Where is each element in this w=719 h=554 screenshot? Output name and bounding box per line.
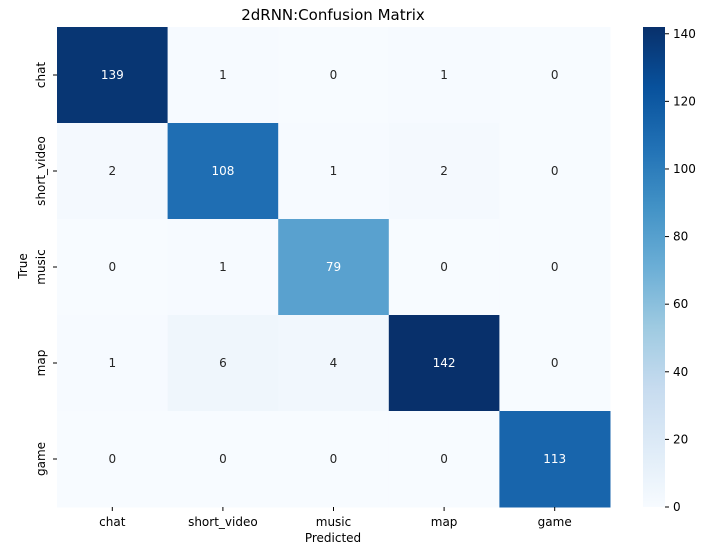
cell-value-label: 0 <box>108 260 116 274</box>
colorbar-tick-label: 80 <box>673 230 688 244</box>
colorbar-tick-label: 100 <box>673 162 696 176</box>
heatmap-cell-labels: 139 1 0 1 0 2 108 1 2 0 0 1 79 0 0 1 6 4 142 0 0 0 0 0 113 <box>101 68 566 466</box>
cell-value-label: 0 <box>440 452 448 466</box>
colorbar-tick-label: 120 <box>673 94 696 108</box>
cell-value-label: 4 <box>330 356 338 370</box>
cell-value-label: 0 <box>551 356 559 370</box>
cell-value-label: 2 <box>440 164 448 178</box>
x-tick-label: chat <box>99 515 126 529</box>
y-tick-label: game <box>34 442 48 476</box>
heatmap-cell <box>167 219 279 316</box>
colorbar-ticks: 0 20 40 60 80 100 120 140 <box>665 27 696 514</box>
cell-value-label: 6 <box>219 356 227 370</box>
x-axis-label: Predicted <box>305 531 361 545</box>
heatmap-cell <box>388 123 500 220</box>
heatmap-cell <box>388 315 500 412</box>
cell-value-label: 1 <box>440 68 448 82</box>
heatmap-cell <box>57 315 169 412</box>
colorbar <box>643 27 665 507</box>
heatmap-cell <box>278 219 390 316</box>
x-tick-label: music <box>316 515 351 529</box>
heatmap-cell <box>57 27 169 124</box>
heatmap-cells <box>57 27 611 508</box>
colorbar-tick-label: 20 <box>673 432 688 446</box>
heatmap-cell <box>499 315 611 412</box>
y-tick-label: short_video <box>34 136 48 206</box>
heatmap-cell <box>388 411 500 508</box>
cell-value-label: 0 <box>108 452 116 466</box>
y-axis-label: True <box>16 253 30 280</box>
colorbar-tick-label: 0 <box>673 500 681 514</box>
cell-value-label: 79 <box>326 260 341 274</box>
y-tick-label: map <box>34 350 48 377</box>
cell-value-label: 0 <box>330 68 338 82</box>
chart-title: 2dRNN:Confusion Matrix <box>241 6 425 24</box>
cell-value-label: 1 <box>330 164 338 178</box>
cell-value-label: 139 <box>101 68 124 82</box>
heatmap-cell <box>57 411 169 508</box>
heatmap-cell <box>57 219 169 316</box>
heatmap-cell <box>278 315 390 412</box>
cell-value-label: 0 <box>330 452 338 466</box>
heatmap-cell <box>499 27 611 124</box>
heatmap-cell <box>499 123 611 220</box>
cell-value-label: 113 <box>543 452 566 466</box>
cell-value-label: 1 <box>219 260 227 274</box>
y-tick-label: chat <box>34 62 48 89</box>
cell-value-label: 142 <box>433 356 456 370</box>
colorbar-tick-label: 40 <box>673 365 688 379</box>
heatmap-cell <box>57 123 169 220</box>
x-tick-label: game <box>538 515 572 529</box>
heatmap-cell <box>388 27 500 124</box>
heatmap-cell <box>167 411 279 508</box>
cell-value-label: 0 <box>551 260 559 274</box>
heatmap-cell <box>278 27 390 124</box>
x-tick-label: short_video <box>188 515 258 529</box>
cell-value-label: 1 <box>108 356 116 370</box>
heatmap-cell <box>167 315 279 412</box>
heatmap-cell <box>167 123 279 220</box>
cell-value-label: 0 <box>551 164 559 178</box>
x-axis-ticks: chat short_video music map game <box>99 507 572 529</box>
cell-value-label: 0 <box>219 452 227 466</box>
heatmap-cell <box>278 123 390 220</box>
heatmap-cell <box>499 411 611 508</box>
cell-value-label: 108 <box>211 164 234 178</box>
cell-value-label: 0 <box>440 260 448 274</box>
heatmap-cell <box>167 27 279 124</box>
heatmap-cell <box>278 411 390 508</box>
heatmap-cell <box>388 219 500 316</box>
colorbar-tick-label: 60 <box>673 297 688 311</box>
heatmap-cell <box>499 219 611 316</box>
cell-value-label: 1 <box>219 68 227 82</box>
cell-value-label: 2 <box>108 164 116 178</box>
x-tick-label: map <box>431 515 458 529</box>
colorbar-tick-label: 140 <box>673 27 696 41</box>
y-tick-label: music <box>34 249 48 284</box>
cell-value-label: 0 <box>551 68 559 82</box>
